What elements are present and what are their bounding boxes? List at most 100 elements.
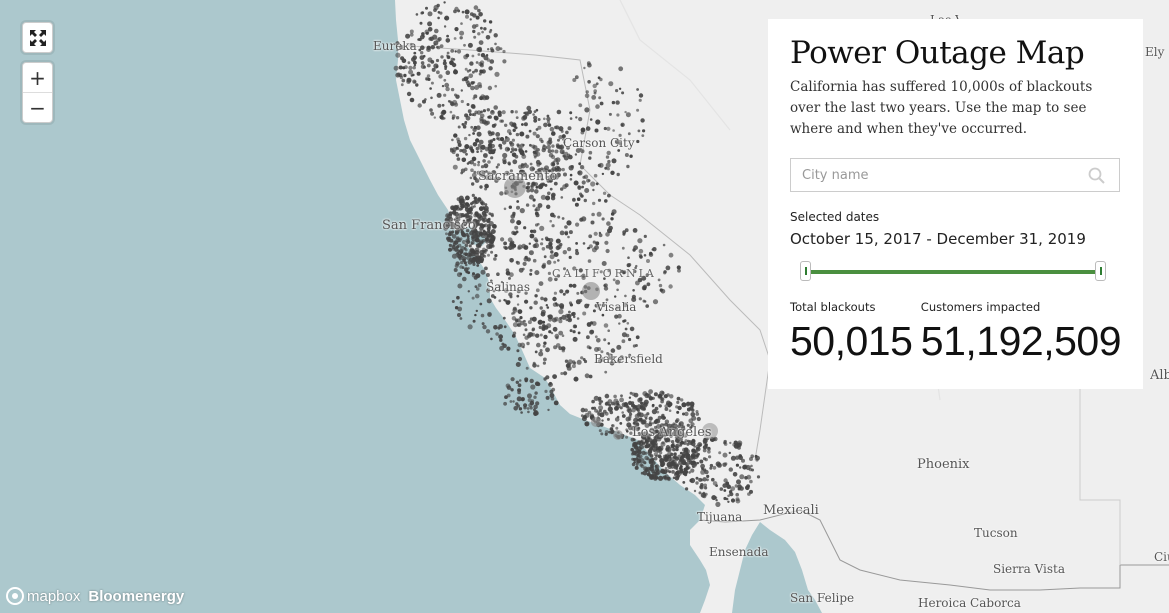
outage-point [547, 149, 552, 154]
search-icon[interactable] [1088, 167, 1105, 184]
outage-point [535, 288, 540, 293]
outage-point [457, 125, 461, 129]
outage-point [687, 457, 691, 461]
outage-point [483, 27, 487, 31]
outage-point [410, 43, 416, 48]
outage-point [564, 359, 569, 363]
outage-point [555, 343, 561, 348]
outage-point [553, 260, 557, 264]
outage-point [560, 196, 564, 199]
slider-handle-end[interactable] [1095, 261, 1106, 281]
outage-point [640, 464, 645, 469]
outage-point [628, 353, 632, 357]
mapbox-text: mapbox [27, 587, 81, 605]
outage-point [502, 49, 506, 54]
outage-point [641, 450, 646, 456]
outage-point [488, 212, 492, 216]
outage-point [543, 377, 547, 381]
outage-point [490, 156, 494, 160]
outage-point [664, 454, 668, 458]
outage-point [572, 78, 577, 82]
outage-points [393, 1, 761, 507]
outage-point [491, 244, 495, 248]
outage-point [495, 46, 501, 52]
outage-point [577, 331, 581, 335]
outage-point [448, 217, 454, 222]
outage-point [458, 207, 462, 211]
city-label-las-vegas: Las Vegas [930, 13, 960, 23]
outage-point [487, 85, 493, 91]
outage-point [539, 137, 543, 142]
outage-point [528, 242, 531, 245]
outage-point [543, 357, 547, 362]
outage-point [464, 263, 468, 267]
outage-point [465, 14, 469, 19]
outage-point [675, 448, 679, 451]
outage-point [516, 396, 522, 402]
fullscreen-button[interactable] [23, 23, 52, 52]
outage-point [467, 42, 473, 48]
outage-point [571, 364, 576, 369]
outage-point [456, 226, 462, 232]
outage-point [560, 372, 564, 375]
outage-point [644, 417, 648, 420]
outage-point [673, 452, 677, 456]
outage-point [677, 268, 681, 273]
outage-point [638, 93, 644, 98]
outage-point [546, 178, 551, 183]
outage-point [546, 120, 551, 124]
total-blackouts: Total blackouts 50,015 [790, 300, 921, 365]
outage-point [547, 276, 553, 282]
outage-point [420, 45, 425, 50]
outage-point [589, 118, 593, 121]
city-label-eureka: Eureka [373, 39, 417, 53]
outage-point [651, 422, 655, 425]
outage-point [472, 225, 477, 230]
outage-point [578, 117, 583, 122]
outage-point [480, 201, 483, 205]
outage-point [592, 83, 597, 89]
outage-point [669, 394, 674, 399]
outage-point [616, 402, 620, 406]
outage-point [633, 406, 637, 410]
date-range-slider[interactable] [800, 260, 1106, 284]
outage-point [685, 464, 689, 467]
zoom-out-button[interactable]: − [23, 92, 52, 122]
slider-handle-start[interactable] [800, 261, 811, 281]
outage-point [741, 458, 745, 463]
outage-point [425, 76, 430, 81]
outage-point [565, 130, 569, 135]
outage-point [573, 180, 579, 186]
outage-point [632, 289, 635, 292]
outage-point [512, 243, 517, 248]
outage-point [472, 319, 476, 323]
zoom-in-button[interactable]: + [29, 65, 46, 90]
outage-point [703, 437, 707, 441]
outage-point [633, 417, 638, 423]
outage-point [601, 303, 606, 307]
outage-point [517, 244, 523, 250]
outage-point [452, 58, 456, 61]
outage-point [494, 254, 498, 258]
fullscreen-icon [29, 29, 46, 46]
outage-point [534, 411, 539, 416]
outage-point [690, 412, 696, 417]
outage-point [493, 296, 497, 299]
mapbox-logo[interactable]: mapbox [6, 587, 80, 605]
outage-point [477, 163, 480, 167]
outage-point [520, 151, 524, 156]
outage-point [734, 484, 738, 488]
outage-point [607, 193, 611, 198]
bloomenergy-logo[interactable]: Bloomenergy [88, 587, 185, 605]
outage-point [484, 203, 488, 207]
outage-point [546, 237, 551, 242]
outage-point [497, 110, 502, 116]
outage-point [460, 171, 464, 175]
outage-point [675, 443, 680, 449]
outage-point [435, 58, 440, 63]
outage-point [603, 126, 607, 131]
outage-point [425, 6, 428, 10]
outage-point [566, 220, 572, 226]
search-input[interactable] [791, 159, 1093, 191]
outage-point [749, 479, 753, 484]
